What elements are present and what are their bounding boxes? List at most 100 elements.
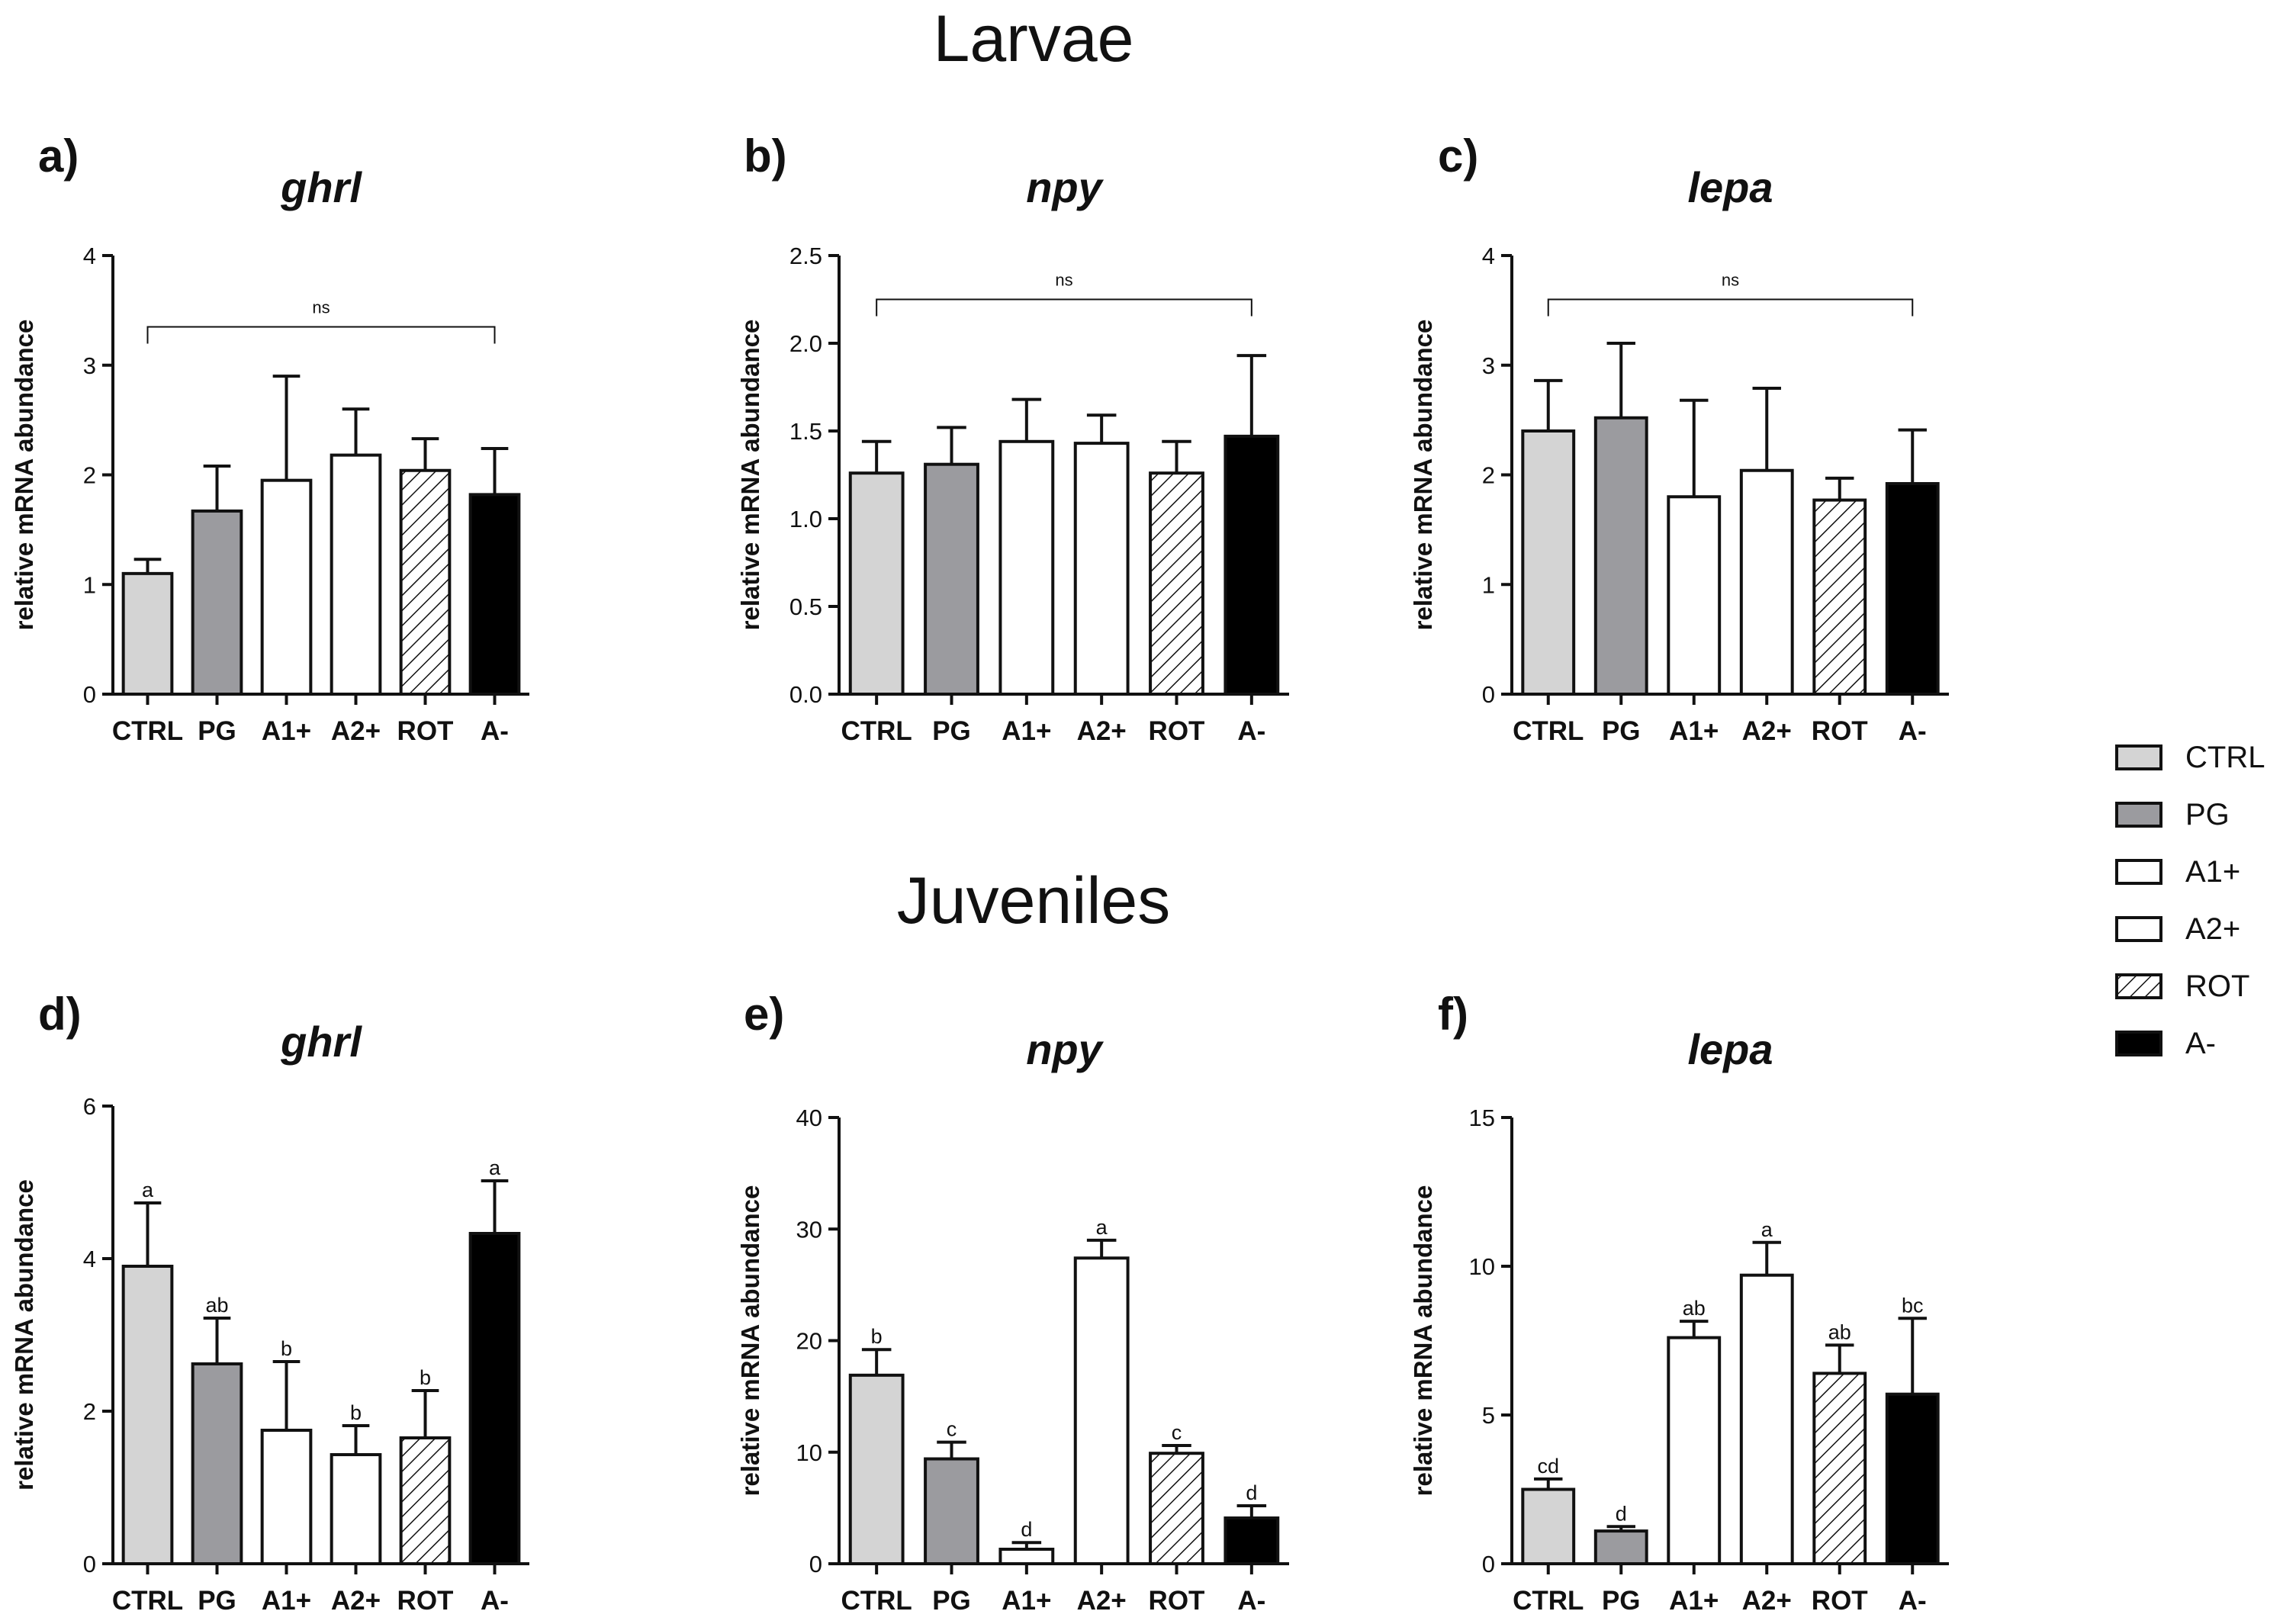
ns-label: ns <box>312 297 330 317</box>
gene-title: npy <box>1026 1025 1104 1073</box>
x-tick-label: A1+ <box>262 716 311 746</box>
bar-pg <box>924 462 979 696</box>
x-tick-label: PG <box>198 1586 236 1616</box>
bar-a1plus <box>998 439 1055 696</box>
bar-rot <box>1812 498 1867 696</box>
x-tick-label: CTRL <box>1513 1586 1584 1616</box>
x-tick-label: A1+ <box>262 1586 311 1616</box>
bar-a1plus <box>1667 495 1722 696</box>
bar-rot <box>1149 471 1204 696</box>
x-tick-label: A2+ <box>331 1586 381 1616</box>
panel-e: e) npy relative mRNA abundance 0 10 20 30 40 CTR… <box>736 989 1289 1616</box>
bar-a1plus <box>1667 1336 1722 1565</box>
x-tick-label: CTRL <box>841 716 912 746</box>
bar-ctrl <box>1521 429 1576 696</box>
bar-ctrl <box>848 1373 905 1566</box>
panel-b: b) npy relative mRNA abundance 0.0 0.5 1.0 1.5… <box>736 130 1289 746</box>
significance-letter: bc <box>1902 1294 1924 1317</box>
bar-aminus <box>1885 1392 1940 1565</box>
ns-label: ns <box>1055 271 1072 290</box>
legend-label: ROT <box>2185 970 2249 1003</box>
bar-aminus <box>1223 434 1280 696</box>
significance-letter: b <box>420 1366 431 1389</box>
x-tick-label: A- <box>481 716 509 746</box>
bar-a1plus <box>260 1429 313 1565</box>
bar-a2plus <box>1739 468 1794 696</box>
x-tick-label: A2+ <box>1077 1586 1127 1616</box>
y-tick-label: 1 <box>83 571 96 598</box>
y-tick-label: 5 <box>1482 1402 1495 1429</box>
bar-aminus <box>468 493 521 696</box>
bar-aminus <box>468 1232 521 1565</box>
x-tick-label: PG <box>198 716 236 746</box>
x-tick-label: ROT <box>1149 716 1205 746</box>
x-tick-label: ROT <box>397 1586 454 1616</box>
legend-item: PG <box>2115 798 2230 831</box>
bar-ctrl <box>121 571 174 696</box>
x-tick-label: CTRL <box>112 716 183 746</box>
y-tick-label: 10 <box>796 1439 822 1466</box>
legend-swatch <box>2115 973 2162 999</box>
legend-label: PG <box>2185 798 2230 831</box>
legend-label: A2+ <box>2185 912 2240 946</box>
x-tick-label: A- <box>1237 716 1265 746</box>
ns-bracket <box>876 298 1252 317</box>
y-tick-label: 0 <box>1482 1551 1495 1577</box>
x-tick-label: A2+ <box>331 716 381 746</box>
x-tick-label: ROT <box>1149 1586 1205 1616</box>
bar-aminus <box>1885 482 1940 696</box>
ns-bracket <box>1547 298 1914 317</box>
bar-a2plus <box>1739 1273 1794 1565</box>
x-tick-label: A1+ <box>1002 1586 1051 1616</box>
panel-f: f) lepa relative mRNA abundance 0 5 10 15 CTRL c… <box>1409 989 1949 1616</box>
panel-a: a) ghrl relative mRNA abundance 0 1 2 3 4 CTRL PG… <box>10 130 529 746</box>
gene-title: ghrl <box>280 1018 362 1066</box>
y-tick-label: 4 <box>83 1246 96 1272</box>
ns-bracket <box>146 326 496 344</box>
x-tick-label: A- <box>1899 716 1927 746</box>
significance-letter: a <box>489 1156 501 1179</box>
significance-letter: d <box>1246 1481 1257 1504</box>
bar-aminus <box>1223 1516 1280 1565</box>
y-tick-label: 0 <box>1482 681 1495 708</box>
bar-rot <box>1149 1452 1204 1566</box>
panels: a) ghrl relative mRNA abundance 0 1 2 3 4 CTRL PG… <box>10 130 1949 1616</box>
legend-item: ROT <box>2115 970 2249 1003</box>
x-tick-label: ROT <box>1812 716 1868 746</box>
x-tick-label: A2+ <box>1742 716 1792 746</box>
y-tick-label: 0 <box>809 1551 822 1577</box>
bar-a2plus <box>330 453 382 696</box>
legend-swatch <box>2115 744 2162 770</box>
legend-item: A1+ <box>2115 855 2240 889</box>
gene-title: lepa <box>1687 163 1773 211</box>
legend-label: CTRL <box>2185 741 2265 774</box>
panel-letter: f) <box>1438 989 1468 1040</box>
legend-item: CTRL <box>2115 741 2265 774</box>
significance-letter: b <box>281 1337 292 1360</box>
x-tick-label: A- <box>1237 1586 1265 1616</box>
legend-item: A- <box>2115 1027 2216 1060</box>
x-tick-label: PG <box>932 716 971 746</box>
ns-label: ns <box>1722 271 1739 290</box>
gene-title: lepa <box>1687 1025 1773 1073</box>
significance-letter: ab <box>1828 1320 1851 1343</box>
significance-letter: d <box>1021 1518 1032 1541</box>
y-axis-label: relative mRNA abundance <box>10 1179 38 1491</box>
significance-letter: ab <box>205 1294 228 1317</box>
y-tick-label: 2 <box>83 1398 96 1425</box>
x-tick-label: CTRL <box>112 1586 183 1616</box>
bar-rot <box>399 1436 452 1565</box>
legend-label: A1+ <box>2185 855 2240 889</box>
significance-letter: ab <box>1683 1297 1706 1320</box>
x-tick-label: PG <box>1602 1586 1641 1616</box>
y-tick-label: 0 <box>83 681 96 708</box>
y-tick-label: 20 <box>796 1328 822 1355</box>
bar-a2plus <box>330 1453 382 1565</box>
y-axis-label: relative mRNA abundance <box>736 320 764 631</box>
y-tick-label: 1.0 <box>789 506 822 532</box>
gene-title: npy <box>1026 163 1104 211</box>
x-tick-label: A1+ <box>1669 1586 1719 1616</box>
y-tick-label: 1 <box>1482 571 1495 598</box>
x-tick-label: ROT <box>397 716 454 746</box>
x-tick-label: A2+ <box>1742 1586 1792 1616</box>
